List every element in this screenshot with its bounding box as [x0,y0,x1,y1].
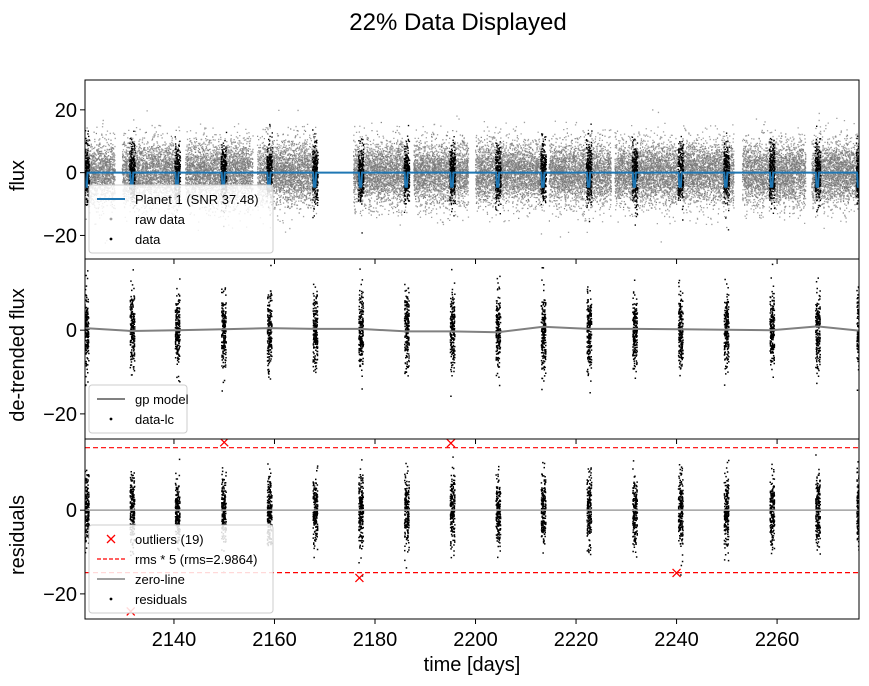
legend-handle [109,597,113,601]
detrended-panel: 0 −20 de-trended flux gp model data-lc [7,258,860,444]
outlier-marker [672,568,682,578]
gp-model-line [85,325,859,334]
residuals-legend: outliers (19) rms * 5 (rms=2.9864) zero-li… [88,524,274,614]
y-tick-label: −20 [43,404,77,426]
residuals-panel: 0 −20 residuals outliers (19) rms * 5 (rms=2… [7,438,860,624]
legend-label: data-lc [135,412,175,427]
x-tick-label: 2240 [654,629,699,651]
x-tick-label: 2220 [554,629,599,651]
legend-box [88,184,274,254]
flux-legend: Planet 1 (SNR 37.48) raw data data [88,184,274,254]
legend-handle [109,417,113,421]
x-axis-label: time [days] [424,654,521,676]
x-tick-label: 2160 [252,629,297,651]
x-tick-label: 2260 [755,629,800,651]
outlier-marker [219,439,229,447]
legend-label: Planet 1 (SNR 37.48) [135,192,259,207]
legend-handle [109,217,113,221]
x-tick-label: 2140 [152,629,197,651]
legend-label: gp model [135,392,189,407]
planet-model-line [85,171,859,188]
legend-label: data [135,232,161,247]
y-tick-label: −20 [43,225,77,247]
residuals-axes-frame [84,438,860,620]
x-tick-label: 2180 [353,629,398,651]
panels: 20 0 −20 flux Planet 1 (SNR 37.48) raw data da… [7,79,860,676]
raw-data-points [85,109,859,244]
outlier-marker [354,573,364,583]
y-tick-label: 0 [66,163,77,185]
legend-label: zero-line [135,572,185,587]
detrended-legend: gp model data-lc [88,384,189,434]
flux-ylabel: flux [7,160,29,191]
x-tick-label: 2200 [453,629,498,651]
data-points [85,121,859,229]
legend-label: outliers (19) [135,532,204,547]
y-tick-label: −20 [43,584,77,606]
legend-label: raw data [135,212,186,227]
residuals-ylabel: residuals [7,495,29,575]
legend-box [88,524,274,614]
y-tick-label: 0 [66,500,77,522]
legend-handle [109,237,113,241]
legend-label: residuals [135,592,188,607]
detrended-axes-frame [84,258,860,440]
legend-box [88,384,188,434]
detrended-plot-area [85,263,859,397]
legend-handle [106,534,116,544]
outlier-marker [446,439,456,448]
flux-plot-area [85,109,859,244]
flux-panel: 20 0 −20 flux Planet 1 (SNR 37.48) raw data da… [7,79,860,264]
y-tick-label: 0 [66,320,77,342]
figure-title: 22% Data Displayed [349,9,566,36]
y-tick-label: 20 [55,100,77,122]
detrended-ylabel: de-trended flux [7,288,29,421]
legend-label: rms * 5 (rms=2.9864) [135,552,257,567]
